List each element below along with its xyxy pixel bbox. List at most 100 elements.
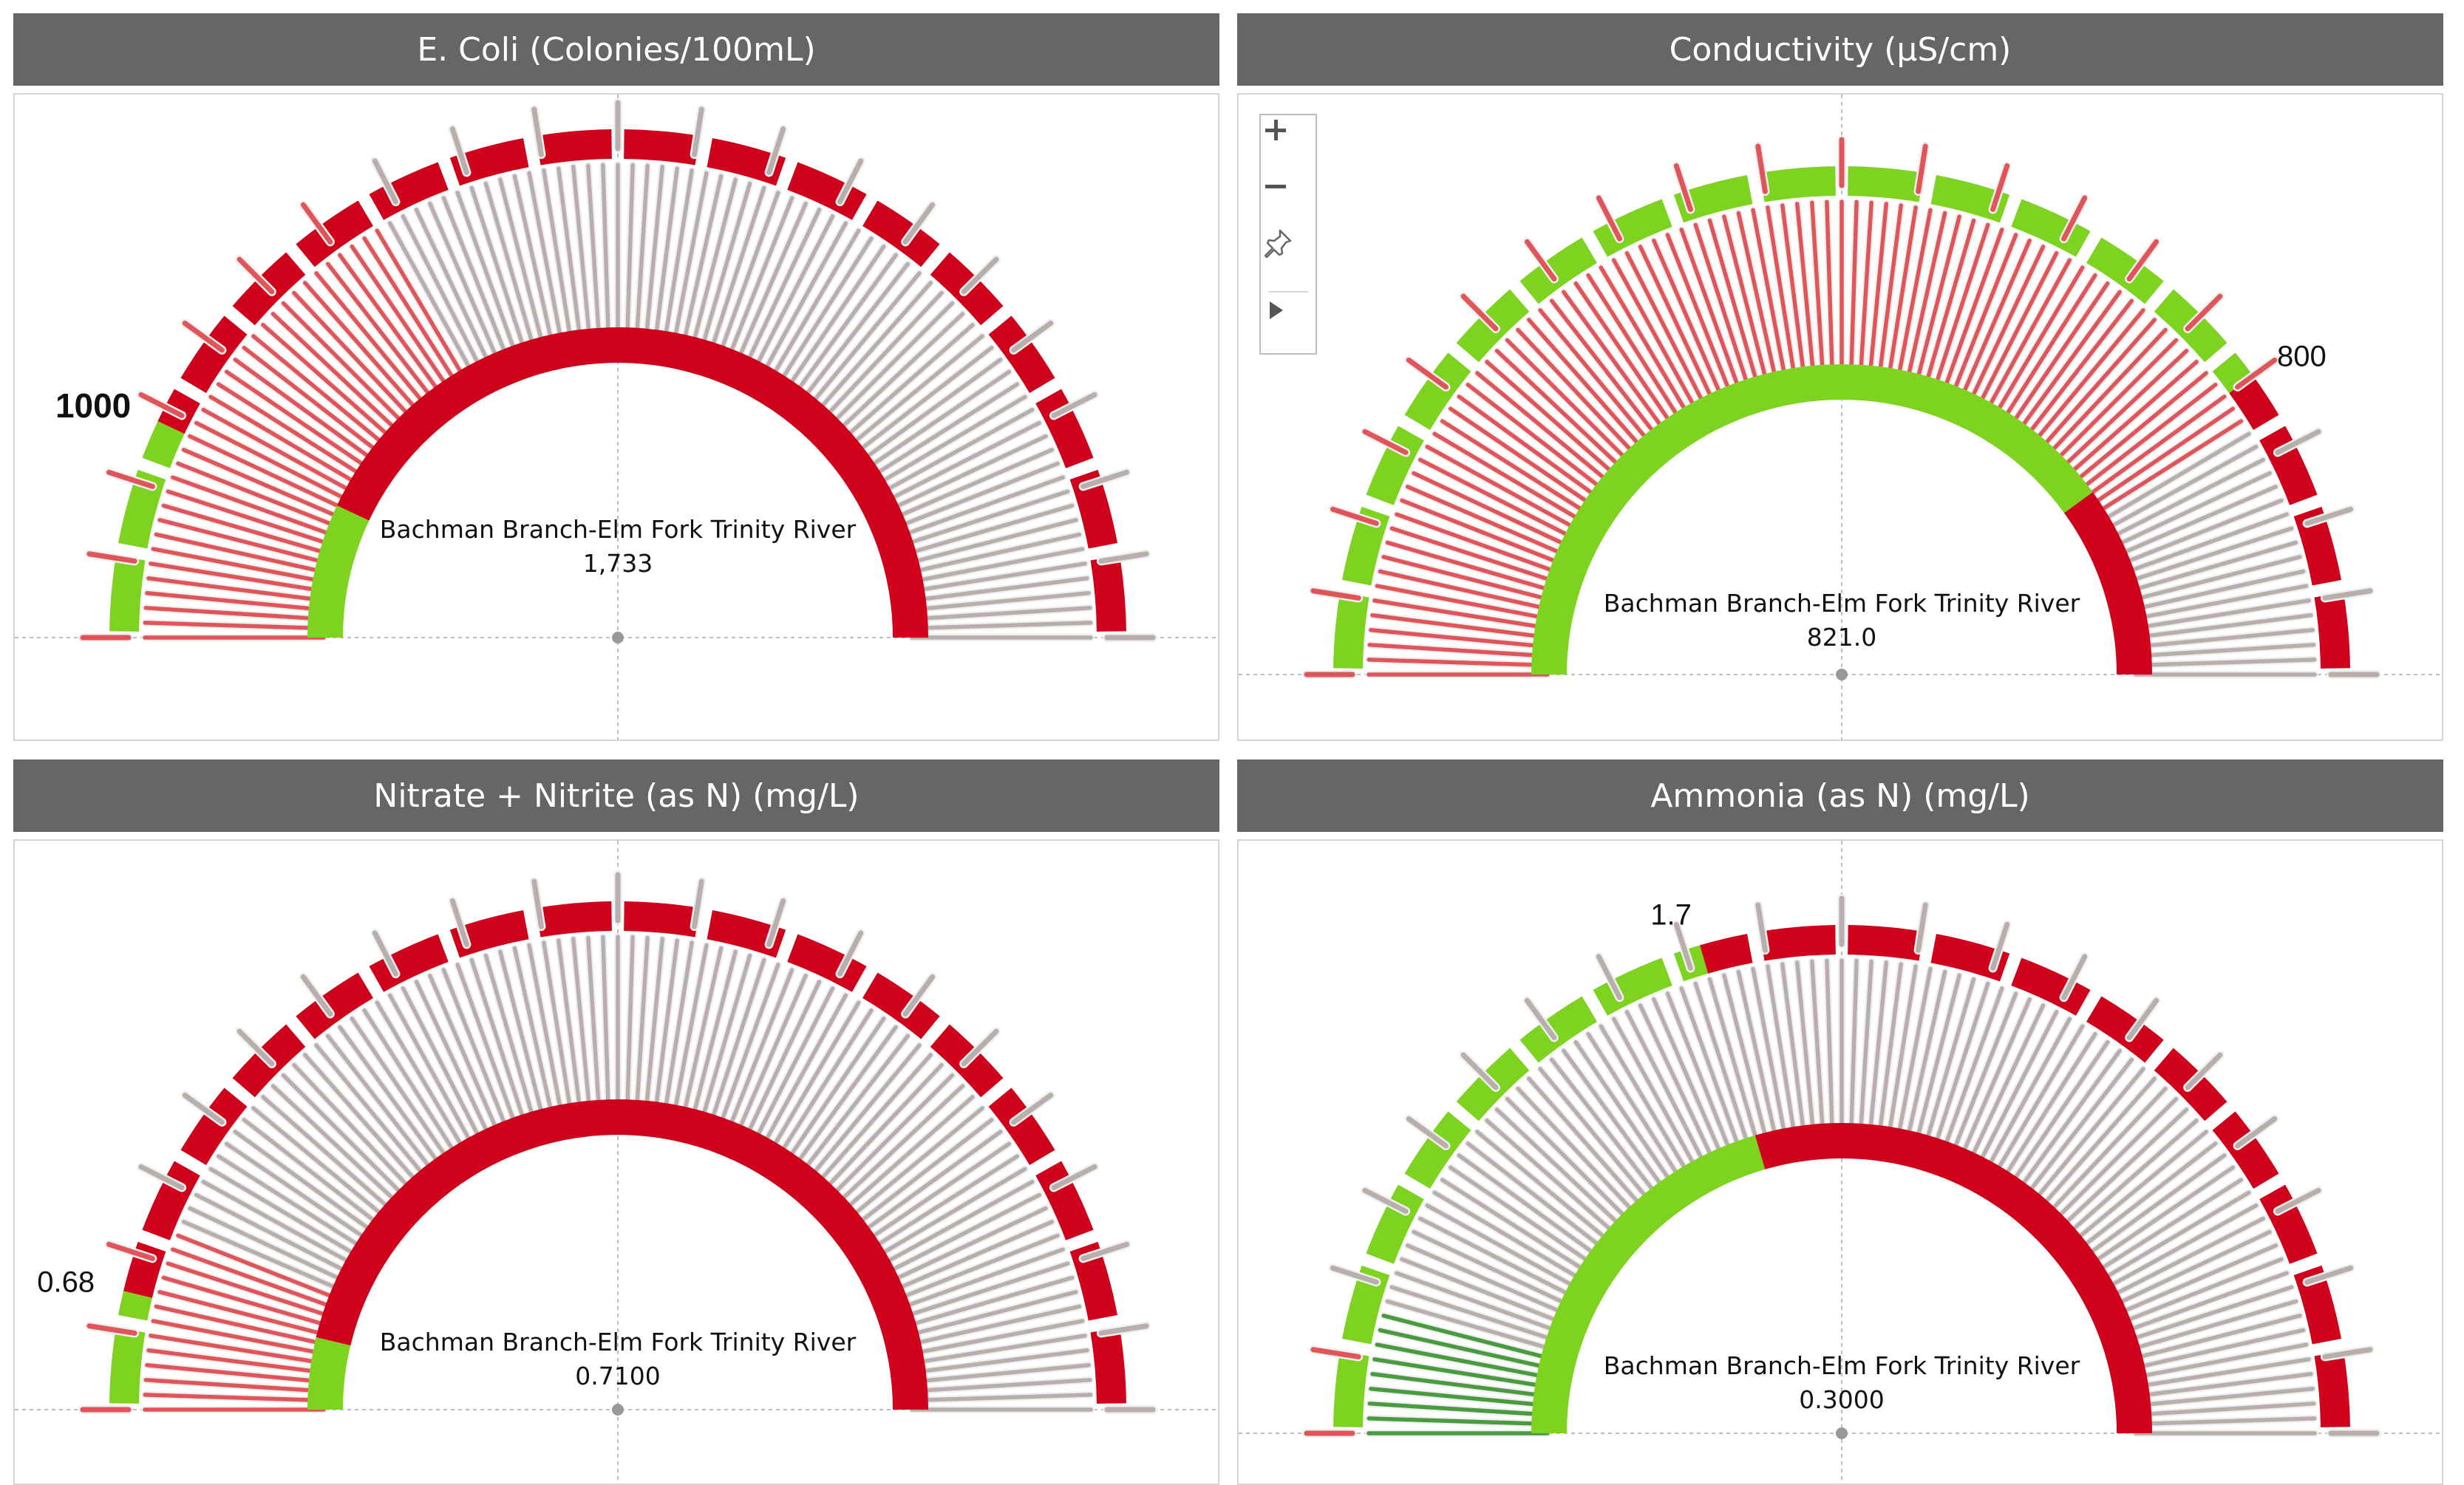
gauge-bar bbox=[1375, 584, 1555, 622]
gauge-bar bbox=[1964, 245, 2046, 411]
gauge-panel-nitrate: Nitrate + Nitrite (as N) (mg/L) Bachman … bbox=[13, 759, 1219, 1485]
gauge-center-dot bbox=[1836, 669, 1848, 680]
gauge-bar bbox=[854, 358, 1003, 467]
threshold-label: 1.7 bbox=[1650, 898, 1692, 931]
gauge-bar bbox=[1780, 962, 1807, 1144]
gauge-bar bbox=[1736, 211, 1780, 390]
band-segment-bad bbox=[536, 129, 612, 165]
gauge-bar bbox=[1370, 1372, 1552, 1399]
gauge-center-dot bbox=[612, 1404, 624, 1416]
gauge-bar bbox=[2133, 643, 2316, 658]
gauge-bar bbox=[1378, 1328, 1557, 1371]
band-segment-bad bbox=[1035, 389, 1094, 468]
gauge-bar bbox=[2119, 1285, 2294, 1345]
band-segment-good bbox=[2086, 237, 2164, 304]
gauge-bar bbox=[1385, 1299, 1562, 1353]
core-arc-good bbox=[1531, 364, 2093, 675]
gauge-bar bbox=[1973, 251, 2059, 415]
gauge-bar bbox=[2092, 431, 2251, 528]
gauge-bar bbox=[1858, 959, 1873, 1142]
gauge-bar bbox=[1389, 526, 1565, 586]
gauge-bar bbox=[1448, 406, 1601, 512]
gauge-bar bbox=[732, 973, 808, 1142]
gauge-bar bbox=[1367, 1416, 1550, 1427]
gauge-tick bbox=[1310, 1347, 1361, 1359]
gauge-bar bbox=[909, 1378, 1092, 1393]
gauge-bar bbox=[1751, 208, 1789, 388]
gauge-panel-conductivity: Conductivity (µS/cm) Bachman Branch-Elm … bbox=[1237, 13, 2443, 741]
gauge-bar bbox=[1475, 371, 1618, 490]
gauge-bar bbox=[2088, 1178, 2244, 1278]
gauge-bar bbox=[208, 1167, 367, 1263]
gauge-bar bbox=[181, 1220, 350, 1295]
gauge-bar bbox=[1611, 258, 1703, 419]
gauge-bar bbox=[2020, 1057, 2134, 1204]
gauge-bar bbox=[1549, 298, 1664, 445]
gauge-bar bbox=[1930, 981, 1990, 1156]
gauge-bar bbox=[2054, 349, 2189, 476]
gauge-bar bbox=[498, 949, 547, 1127]
gauge-bar bbox=[2124, 555, 2302, 604]
gauge-bar bbox=[670, 943, 709, 1123]
gauge-bar bbox=[143, 1378, 327, 1393]
gauge-tick bbox=[1330, 506, 1379, 526]
pin-button[interactable] bbox=[1261, 228, 1316, 284]
gauge-bar bbox=[2109, 1243, 2278, 1319]
gauge-bar bbox=[2106, 1229, 2272, 1311]
gauge-bar bbox=[188, 434, 354, 515]
gauge-plot-area[interactable]: Bachman Branch-Elm Fork Trinity River 1,7… bbox=[13, 93, 1219, 741]
gauge-bar bbox=[1956, 238, 2032, 407]
gauge-tick bbox=[2185, 293, 2223, 332]
band-segment-bad bbox=[2212, 1111, 2279, 1189]
plus-icon bbox=[1265, 120, 1286, 140]
gauge-bar bbox=[868, 1167, 1027, 1263]
gauge-bar bbox=[2128, 584, 2309, 622]
gauge-bar bbox=[823, 1073, 955, 1204]
gauge-bar bbox=[892, 475, 1065, 540]
gauge-bar bbox=[892, 1247, 1065, 1312]
gauge-bar bbox=[1679, 986, 1744, 1159]
zoom-in-button[interactable] bbox=[1261, 115, 1316, 171]
threshold-label: 800 bbox=[2277, 341, 2327, 373]
gauge-tick bbox=[1310, 588, 1361, 601]
gauge-bar bbox=[2034, 1076, 2157, 1215]
band-segment-good bbox=[109, 556, 146, 632]
gauge-bar bbox=[2116, 512, 2289, 577]
zoom-out-button[interactable] bbox=[1261, 171, 1316, 228]
gauge-bar bbox=[2047, 338, 2179, 469]
gauge-bar bbox=[224, 1141, 377, 1247]
expand-toolbar-button[interactable] bbox=[1261, 296, 1316, 352]
gauge-tick bbox=[1755, 143, 1768, 194]
gauge-bar bbox=[1913, 214, 1961, 392]
gauge-bar bbox=[780, 244, 886, 397]
gauge-tick bbox=[1080, 1241, 1130, 1261]
gauge-bar bbox=[2072, 1141, 2218, 1255]
band-segment-bad bbox=[369, 934, 449, 992]
gauge-plot-area[interactable]: Bachman Branch-Elm Fork Trinity River 0.7… bbox=[13, 839, 1219, 1485]
gauge-bar bbox=[387, 993, 479, 1154]
gauge-bar bbox=[194, 1192, 358, 1279]
gauge-bar bbox=[848, 1117, 994, 1232]
gauge-tick bbox=[1460, 1052, 1499, 1090]
panel-title: Nitrate + Nitrite (as N) (mg/L) bbox=[13, 759, 1219, 832]
gauge-plot-area[interactable]: Bachman Branch-Elm Fork Trinity River 0.3… bbox=[1237, 839, 2443, 1485]
band-segment-bad bbox=[624, 129, 700, 165]
gauge-bar bbox=[765, 1000, 861, 1159]
gauge-plot-area[interactable]: Bachman Branch-Elm Fork Trinity River 821… bbox=[1237, 93, 2443, 741]
gauge-bar bbox=[414, 208, 495, 374]
gauge-tick bbox=[766, 126, 786, 175]
gauge-bar bbox=[741, 980, 822, 1146]
gauge-tick bbox=[1755, 902, 1768, 953]
gauge-tick bbox=[236, 1028, 275, 1067]
gauge-bar bbox=[161, 1275, 338, 1330]
gauge-bar bbox=[1573, 281, 1679, 434]
gauge-bar bbox=[1367, 1402, 1551, 1417]
value-label: 821.0 bbox=[1807, 623, 1876, 652]
gauge-bar bbox=[2134, 1416, 2317, 1427]
gauge-bar bbox=[1466, 1141, 1612, 1255]
band-segment-good bbox=[1593, 199, 1672, 257]
gauge-tick bbox=[2235, 1116, 2278, 1149]
gauge-bar bbox=[557, 166, 583, 348]
gauge-bar bbox=[1652, 997, 1727, 1166]
gauge-bar bbox=[1432, 431, 1591, 528]
